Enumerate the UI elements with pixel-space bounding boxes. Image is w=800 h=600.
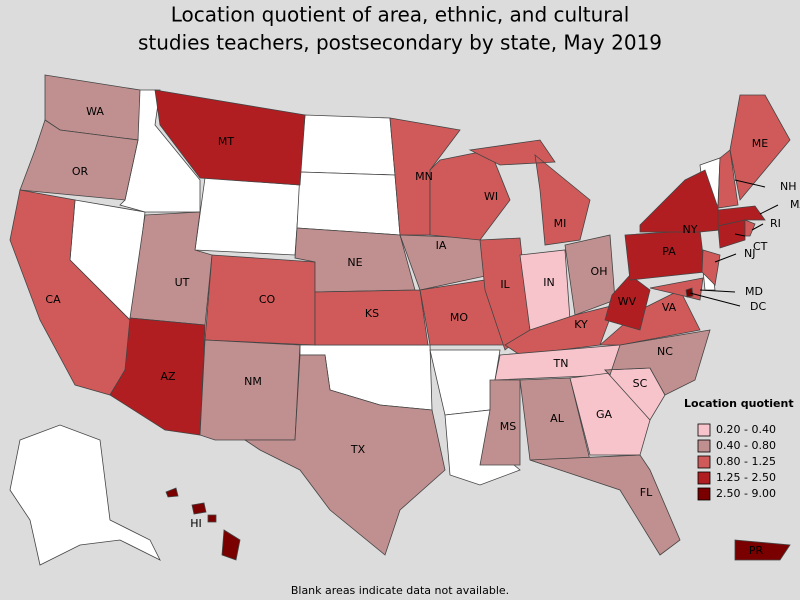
- state-label: CO: [259, 293, 276, 306]
- state-label: GA: [596, 408, 613, 421]
- state-shape: [468, 139, 591, 246]
- state-shape: [154, 89, 306, 186]
- state-shape: [744, 219, 756, 237]
- state-label: CT: [753, 240, 768, 253]
- state-label: MO: [450, 311, 468, 324]
- legend-swatch: [697, 439, 711, 453]
- state-shape: [296, 171, 401, 236]
- legend-label: 2.50 - 9.00: [716, 487, 776, 500]
- legend-label: 0.20 - 0.40: [716, 423, 776, 436]
- state-label: IA: [436, 239, 447, 252]
- state-label: RI: [770, 217, 781, 230]
- state-shape: [19, 119, 139, 201]
- state-shape: [685, 287, 694, 298]
- state-label: NH: [780, 180, 797, 193]
- state-label: AL: [550, 412, 565, 425]
- legend-swatch: [697, 455, 711, 469]
- leader-line: [734, 233, 746, 237]
- state-shape: [717, 149, 739, 209]
- blank-states: [9, 89, 721, 566]
- state-shape: [314, 289, 429, 346]
- state-shape: [717, 219, 746, 249]
- state-label: NC: [657, 345, 673, 358]
- state-shape: [701, 249, 721, 286]
- state-shape: [569, 372, 651, 456]
- footnote: Blank areas indicate data not available.: [291, 584, 509, 597]
- state-label: NM: [244, 375, 262, 388]
- state-label: KY: [574, 318, 588, 331]
- state-label: NY: [683, 223, 698, 236]
- state-shape: [199, 339, 301, 441]
- state-shape: [194, 177, 301, 256]
- state-shape: [479, 379, 521, 466]
- state-label: SC: [633, 377, 648, 390]
- state-label: WI: [484, 190, 498, 203]
- state-label: HI: [190, 517, 202, 530]
- state-shape: [299, 114, 396, 176]
- state-shape: [729, 94, 791, 201]
- title-line: Location quotient of area, ethnic, and c…: [171, 3, 630, 27]
- state-label: MD: [745, 285, 763, 298]
- state-shape: [109, 317, 206, 436]
- state-label: IN: [543, 276, 554, 289]
- legend-swatch: [697, 423, 711, 437]
- state-label: FL: [640, 486, 653, 499]
- state-label: OH: [591, 265, 608, 278]
- state-label: TN: [553, 357, 569, 370]
- state-shape: [9, 424, 161, 566]
- legend-label: 0.80 - 1.25: [716, 455, 776, 468]
- state-label: NE: [347, 256, 362, 269]
- state-label: NJ: [744, 247, 755, 260]
- state-shape: [243, 354, 446, 556]
- state-label: MS: [500, 420, 516, 433]
- state-shape: [604, 329, 711, 396]
- state-shape: [717, 205, 766, 227]
- state-label: MI: [554, 217, 567, 230]
- state-label: WA: [86, 105, 104, 118]
- legend-label: 1.25 - 2.50: [716, 471, 776, 484]
- state-shape: [734, 539, 791, 561]
- leader-line: [759, 204, 779, 215]
- state-shape: [529, 454, 681, 556]
- state-label: WV: [618, 295, 637, 308]
- state-shape: [604, 274, 651, 331]
- states: [9, 74, 791, 561]
- leader-line: [699, 289, 736, 293]
- state-label: MN: [415, 170, 433, 183]
- state-label: OR: [72, 165, 89, 178]
- legend-swatch: [697, 487, 711, 501]
- state-label: PR: [749, 544, 764, 557]
- leader-line: [751, 223, 764, 231]
- state-label: UT: [175, 276, 190, 289]
- state-label: KS: [365, 307, 379, 320]
- leader-line: [689, 292, 741, 307]
- legend-label: 0.40 - 0.80: [716, 439, 776, 452]
- state-label: IL: [500, 278, 510, 291]
- state-label: AZ: [160, 370, 176, 383]
- state-label: TX: [350, 443, 366, 456]
- state-label: MT: [218, 135, 234, 148]
- state-label: DC: [750, 300, 766, 313]
- state-label: ME: [752, 137, 768, 150]
- legend-swatch: [697, 471, 711, 485]
- state-label: CA: [45, 293, 61, 306]
- leader-line: [734, 179, 766, 188]
- legend-title: Location quotient: [684, 397, 794, 410]
- state-shape: [165, 487, 241, 561]
- leader-line: [714, 253, 737, 263]
- state-label: MA: [790, 198, 800, 211]
- leaders: [689, 179, 779, 307]
- state-label: VA: [662, 301, 677, 314]
- title-line: studies teachers, postsecondary by state…: [138, 31, 662, 55]
- state-label: PA: [662, 245, 676, 258]
